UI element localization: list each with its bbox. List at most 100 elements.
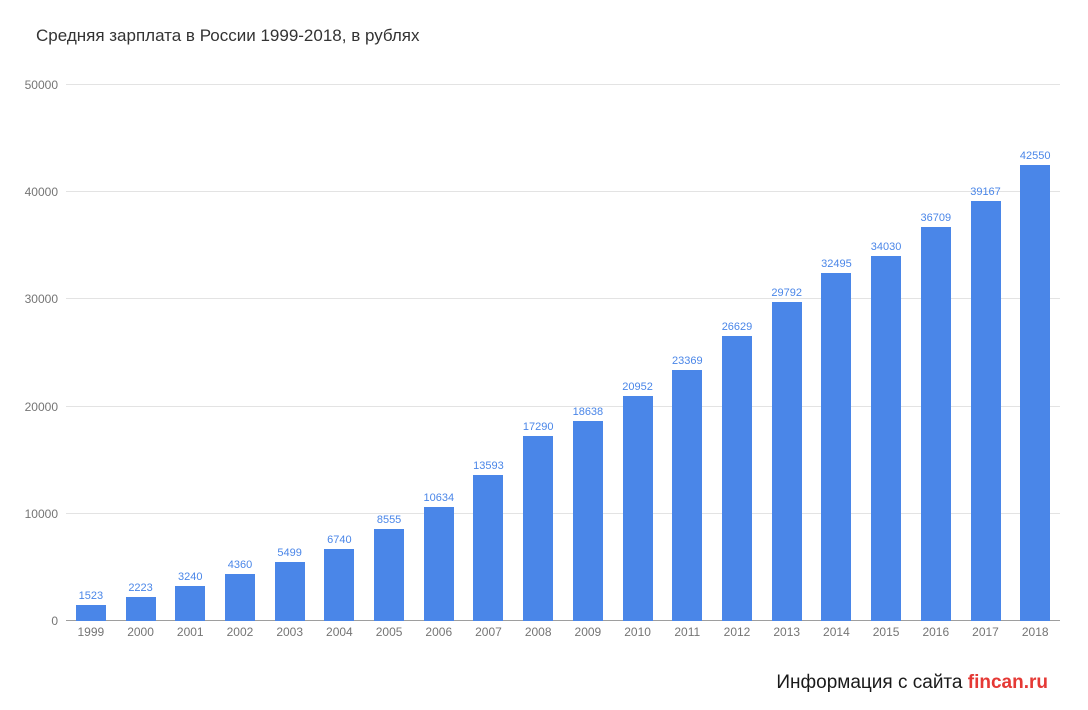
x-tick-label: 2001: [176, 625, 204, 639]
bar-value-label: 36709: [920, 212, 952, 225]
bar-2012: [721, 335, 752, 621]
x-tick-label: 2013: [773, 625, 801, 639]
bar-2018: [1020, 164, 1051, 621]
x-tick-label: 2012: [723, 625, 751, 639]
bar-slot: 42550: [1010, 85, 1060, 621]
bar-slot: 1523: [66, 85, 116, 621]
bar-value-label: 6740: [327, 533, 352, 546]
bar-value-label: 20952: [622, 381, 653, 394]
bar-slot: 13593: [464, 85, 514, 621]
bar-2006: [423, 507, 454, 621]
bar-value-label: 1523: [78, 589, 104, 602]
x-tick-label: 2004: [326, 625, 353, 639]
plot-area: 1523 2223 3240 4360 5499 6740 8555 10634 13593 17…: [66, 84, 1060, 621]
x-axis: 1999 2000 2001 2002 2003 2004 2005 2006 2007 2008…: [66, 625, 1060, 639]
bar-2010: [622, 396, 653, 621]
x-tick-label: 2007: [475, 625, 502, 639]
x-tick-label: 2009: [574, 625, 602, 639]
y-axis: 0 10000 20000 30000 40000 50000: [0, 78, 58, 628]
gridline: [66, 84, 1060, 85]
bar-value-label: 2223: [128, 582, 153, 595]
bar-2008: [523, 435, 554, 621]
bar-slot: 3240: [165, 85, 215, 621]
bar-value-label: 26629: [721, 320, 753, 333]
x-tick-label: 1999: [77, 625, 105, 639]
x-tick-label: 2011: [674, 625, 701, 639]
bar-2009: [572, 421, 603, 621]
x-tick-label: 2006: [425, 625, 453, 639]
gridline: [66, 512, 1060, 514]
bar-slot: 4360: [215, 85, 265, 621]
bar-2002: [224, 574, 255, 621]
bar-slot: 29792: [762, 85, 812, 621]
x-tick-label: 2014: [823, 625, 850, 639]
bar-value-label: 13593: [473, 460, 504, 473]
bar-value-label: 39167: [970, 186, 1001, 199]
bar-2016: [920, 227, 951, 621]
gridline: [66, 298, 1060, 300]
chart-title: Средняя зарплата в России 1999-2018, в р…: [36, 26, 420, 45]
bar-slot: 18638: [563, 85, 613, 621]
y-tick-label: 10000: [24, 506, 58, 521]
bar-value-label: 5499: [277, 547, 302, 560]
bar-value-label: 10634: [423, 492, 455, 505]
bar-2001: [175, 586, 206, 621]
x-tick-label: 2003: [276, 625, 304, 639]
bar-value-label: 3240: [178, 571, 203, 584]
bar-value-label: 18638: [572, 406, 604, 419]
bar-slot: 26629: [712, 85, 762, 621]
bar-value-label: 8555: [376, 514, 402, 527]
bar-value-label: 29792: [771, 286, 802, 299]
bar-value-label: 32495: [821, 257, 852, 270]
bar-value-label: 17290: [522, 420, 554, 433]
bar-2003: [274, 562, 305, 621]
footer-brand-link[interactable]: fincan.ru: [967, 672, 1048, 693]
bar-2014: [821, 272, 852, 621]
bar-slot: 32495: [812, 85, 862, 621]
y-tick-label: 40000: [24, 185, 58, 200]
bar-slot: 34030: [861, 85, 911, 621]
x-tick-label: 2002: [226, 625, 254, 639]
bar-slot: 6740: [315, 85, 365, 621]
footer-credit-text: Информация с сайта: [776, 672, 968, 693]
bar-value-label: 4360: [227, 559, 253, 572]
gridline: [66, 405, 1060, 407]
x-tick-label: 2008: [524, 625, 552, 639]
bar-1999: [75, 604, 106, 621]
x-tick-label: 2000: [127, 625, 154, 639]
bar-2000: [125, 597, 156, 621]
x-tick-label: 2018: [1021, 625, 1049, 639]
bar-slot: 8555: [364, 85, 414, 621]
bar-2011: [672, 370, 703, 621]
gridline: [66, 620, 1060, 621]
bar-slot: 2223: [116, 85, 166, 621]
bar-slot: 20952: [613, 85, 663, 621]
bar-2017: [970, 201, 1001, 621]
x-tick-label: 2017: [972, 625, 999, 639]
bar-value-label: 23369: [671, 355, 703, 368]
y-tick-label: 0: [51, 614, 58, 628]
bar-2005: [374, 529, 405, 621]
bar-2013: [771, 301, 802, 621]
x-tick-label: 2010: [624, 625, 651, 639]
bar-2004: [324, 548, 355, 621]
bar-slot: 17290: [513, 85, 563, 621]
y-tick-label: 50000: [24, 78, 58, 92]
bar-value-label: 42550: [1019, 149, 1051, 162]
x-tick-label: 2005: [375, 625, 403, 639]
footer-credit: Информация с сайта fincan.ru: [776, 672, 1048, 694]
gridline: [66, 191, 1060, 193]
bar-slot: 36709: [911, 85, 961, 621]
bar-value-label: 34030: [870, 241, 902, 254]
bar-2007: [473, 475, 504, 621]
x-tick-label: 2016: [922, 625, 950, 639]
bar-slot: 10634: [414, 85, 464, 621]
y-tick-label: 30000: [24, 292, 58, 307]
y-tick-label: 20000: [24, 399, 58, 414]
bar-slot: 23369: [662, 85, 712, 621]
bars-row: 1523 2223 3240 4360 5499 6740 8555 10634 13593 17…: [66, 85, 1060, 621]
bar-slot: 39167: [961, 85, 1011, 621]
bar-2015: [871, 256, 902, 621]
bar-slot: 5499: [265, 85, 315, 621]
